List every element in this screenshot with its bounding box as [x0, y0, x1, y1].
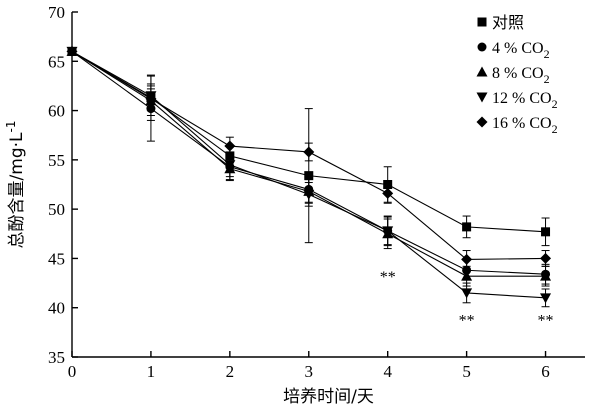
series-layer [66, 45, 552, 308]
y-tick-label: 55 [48, 151, 65, 170]
data-point [541, 227, 551, 237]
legend-label-main: 12 % CO [492, 90, 552, 107]
plot-frame [71, 12, 585, 358]
data-point [476, 92, 488, 103]
y-tick-label: 50 [48, 200, 65, 219]
data-point [145, 93, 157, 105]
y-axis-title: 总酚含量/mg·L-1 [4, 121, 27, 249]
data-point [461, 253, 473, 265]
data-point [461, 288, 473, 299]
legend-item: 16 % CO2 [476, 115, 558, 136]
legend-label-subscript: 2 [552, 122, 558, 136]
legend-item: 12 % CO2 [476, 90, 558, 111]
data-point [540, 252, 552, 264]
data-point [303, 146, 315, 158]
y-tick-label: 60 [48, 102, 65, 121]
data-point [477, 17, 487, 27]
y-tick-label: 35 [48, 348, 65, 367]
significance-mark: ** [459, 313, 475, 330]
x-tick-label: 3 [305, 362, 314, 381]
data-point [224, 160, 236, 171]
legend-label: 4 % CO2 [492, 40, 550, 61]
data-point [382, 226, 394, 237]
legend-label: 16 % CO2 [492, 115, 558, 136]
y-axis-title-main: 总酚含量/mg·L [7, 132, 27, 248]
x-ticks: 0 1 2 3 4 5 6 [68, 351, 550, 381]
legend-item: 8 % CO2 [476, 65, 550, 86]
data-point [224, 140, 236, 152]
y-tick-label: 70 [48, 3, 65, 22]
data-point [304, 171, 314, 181]
legend-label-subscript: 2 [544, 47, 550, 61]
x-tick-label: 6 [541, 362, 550, 381]
y-tick-label: 45 [48, 249, 65, 268]
legend-item: 4 % CO2 [477, 40, 550, 61]
x-tick-label: 4 [383, 362, 392, 381]
data-point [461, 270, 473, 281]
data-point [476, 116, 488, 128]
data-point [382, 187, 394, 199]
series-4 [66, 45, 552, 269]
significance-mark: ** [538, 313, 554, 330]
legend-label-main: 4 % CO [492, 40, 544, 57]
y-tick-label: 65 [48, 52, 65, 71]
legend-label: 12 % CO2 [492, 90, 558, 111]
x-tick-label: 1 [147, 362, 156, 381]
x-tick-label: 0 [68, 362, 77, 381]
legend-label: 8 % CO2 [492, 65, 550, 86]
legend-item: 对照 [477, 14, 524, 32]
legend-label-subscript: 2 [544, 72, 550, 86]
data-point [66, 45, 78, 57]
y-axis-title-exponent: -1 [4, 121, 18, 133]
data-point [476, 66, 488, 77]
y-ticks: 35 40 45 50 55 60 65 70 [48, 3, 78, 367]
data-point [477, 42, 487, 52]
legend-label-subscript: 2 [552, 97, 558, 111]
data-point [462, 222, 472, 232]
legend-label-main: 16 % CO [492, 115, 552, 132]
data-point [303, 189, 315, 200]
annotations: ** ** ** [380, 269, 554, 329]
legend-label-main: 8 % CO [492, 65, 544, 82]
y-tick-label: 40 [48, 299, 65, 318]
significance-mark: ** [380, 269, 396, 286]
x-axis-title: 培养时间/天 [283, 387, 374, 407]
legend-label-main: 对照 [492, 14, 524, 32]
x-tick-label: 5 [462, 362, 471, 381]
x-tick-label: 2 [226, 362, 235, 381]
legend-label: 对照 [492, 14, 524, 32]
data-point [540, 270, 552, 281]
data-point [540, 293, 552, 304]
